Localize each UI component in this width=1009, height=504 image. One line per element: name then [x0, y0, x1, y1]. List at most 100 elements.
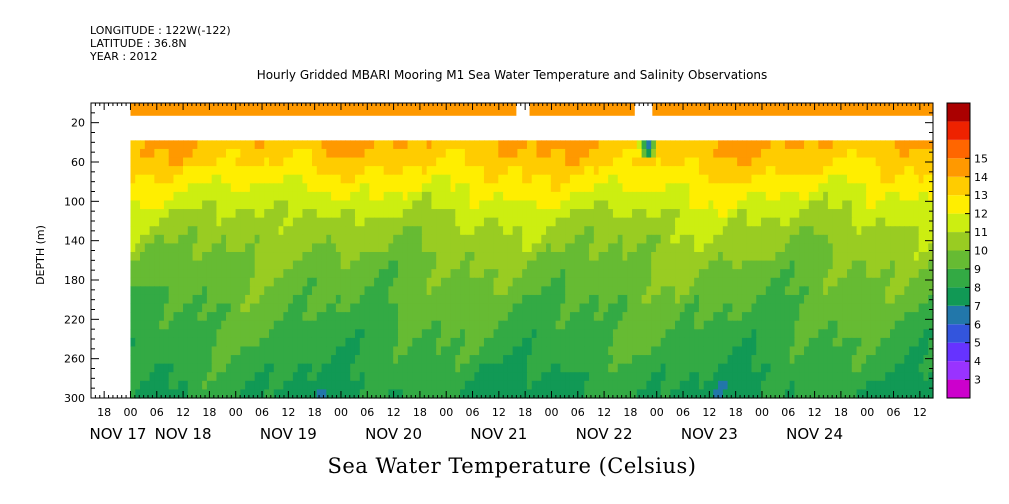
- heatmap-cell: [483, 294, 490, 305]
- heatmap-cell: [756, 148, 762, 159]
- heatmap-cell: [775, 200, 781, 210]
- heatmap-cell: [359, 148, 366, 159]
- heatmap-cell: [593, 294, 600, 305]
- heatmap-cell: [880, 217, 886, 227]
- heatmap-cell: [761, 252, 767, 262]
- heatmap-cell: [770, 320, 776, 330]
- heatmap-cell: [517, 191, 523, 202]
- heatmap-cell: [928, 337, 934, 348]
- heatmap-cell: [875, 346, 882, 356]
- heatmap-cell: [694, 329, 700, 339]
- heatmap-cell: [866, 148, 872, 159]
- heatmap-cell: [579, 252, 585, 262]
- heatmap-cell: [622, 277, 628, 287]
- heatmap-cell: [746, 355, 753, 365]
- heatmap-cell: [173, 234, 179, 245]
- heatmap-cell: [168, 320, 175, 330]
- heatmap-cell: [288, 200, 294, 210]
- heatmap-cell: [436, 320, 442, 330]
- heatmap-cell: [269, 303, 275, 313]
- heatmap-cell: [426, 363, 433, 373]
- heatmap-cell: [144, 355, 151, 365]
- heatmap-cell: [192, 243, 198, 253]
- heatmap-cell: [832, 183, 839, 193]
- heatmap-cell: [460, 372, 466, 382]
- heatmap-cell: [641, 286, 647, 296]
- heatmap-cell: [789, 380, 796, 391]
- heatmap-cell: [756, 217, 762, 227]
- heatmap-cell: [278, 174, 284, 184]
- heatmap-cell: [880, 329, 886, 339]
- heatmap-cell: [655, 174, 662, 184]
- heatmap-cell: [297, 277, 304, 287]
- heatmap-cell: [503, 226, 509, 236]
- heatmap-cell: [550, 252, 557, 262]
- heatmap-cell: [183, 337, 189, 348]
- heatmap-cell: [426, 372, 433, 382]
- heatmap-cell: [202, 372, 208, 382]
- heatmap-cell: [264, 157, 270, 167]
- heatmap-cell: [794, 329, 800, 339]
- heatmap-cell: [183, 157, 189, 167]
- heatmap-cell: [918, 286, 925, 296]
- heatmap-cell: [202, 337, 208, 348]
- heatmap-cell: [718, 148, 724, 159]
- heatmap-cell: [703, 217, 710, 227]
- heatmap-cell: [249, 157, 256, 167]
- heatmap-cell: [641, 234, 647, 245]
- heatmap-cell: [364, 320, 370, 330]
- heatmap-cell: [302, 380, 308, 391]
- heatmap-cell: [192, 217, 198, 227]
- heatmap-cell: [264, 286, 270, 296]
- heatmap-cell: [331, 286, 337, 296]
- heatmap-cell: [316, 260, 323, 270]
- heatmap-cell: [311, 174, 318, 184]
- heatmap-cell: [589, 337, 595, 348]
- heatmap-cell: [574, 252, 581, 262]
- heatmap-cell: [655, 303, 662, 313]
- heatmap-cell: [388, 303, 394, 313]
- heatmap-cell: [135, 191, 141, 202]
- heatmap-cell: [417, 303, 423, 313]
- heatmap-cell: [503, 200, 509, 210]
- heatmap-cell: [402, 209, 409, 219]
- heatmap-cell: [866, 140, 872, 150]
- heatmap-cell: [292, 355, 299, 365]
- heatmap-cell: [149, 389, 155, 399]
- heatmap-cell: [880, 337, 886, 348]
- heatmap-cell: [431, 355, 437, 365]
- heatmap-cell: [799, 346, 805, 356]
- heatmap-cell: [694, 355, 700, 365]
- heatmap-cell: [612, 294, 619, 305]
- heatmap-cell: [555, 234, 561, 245]
- heatmap-cell: [168, 329, 175, 339]
- heatmap-cell: [173, 363, 179, 373]
- heatmap-cell: [679, 166, 686, 176]
- heatmap-cell: [861, 243, 867, 253]
- heatmap-cell: [464, 234, 471, 245]
- heatmap-cell: [546, 372, 552, 382]
- heatmap-cell: [479, 286, 485, 296]
- heatmap-cell: [340, 363, 347, 373]
- heatmap-cell: [407, 380, 413, 391]
- heatmap-cell: [732, 320, 738, 330]
- heatmap-cell: [369, 200, 375, 210]
- heatmap-cell: [617, 191, 624, 202]
- heatmap-cell: [913, 355, 920, 365]
- heatmap-cell: [412, 140, 418, 150]
- heatmap-cell: [197, 312, 203, 322]
- heatmap-cell: [460, 380, 466, 391]
- heatmap-cell: [278, 372, 284, 382]
- heatmap-cell: [808, 277, 815, 287]
- heatmap-cell: [885, 277, 891, 287]
- heatmap-cell: [426, 329, 433, 339]
- heatmap-cell: [507, 277, 514, 287]
- heatmap-cell: [923, 260, 929, 270]
- heatmap-cell: [259, 277, 265, 287]
- heatmap-cell: [608, 355, 614, 365]
- heatmap-cell: [154, 269, 160, 279]
- heatmap-cell: [751, 252, 757, 262]
- heatmap-cell: [254, 217, 261, 227]
- heatmap-cell: [684, 303, 690, 313]
- heatmap-cell: [632, 234, 638, 245]
